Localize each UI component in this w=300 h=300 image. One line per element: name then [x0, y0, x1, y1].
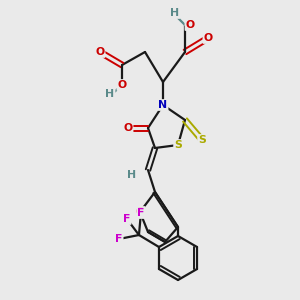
Text: O: O — [95, 47, 105, 57]
Text: N: N — [158, 100, 168, 110]
Text: S: S — [198, 135, 206, 145]
Text: F: F — [115, 234, 123, 244]
Text: F: F — [137, 208, 145, 218]
Text: O: O — [117, 80, 127, 90]
Text: O: O — [185, 20, 195, 30]
Text: F: F — [123, 214, 130, 224]
Text: O: O — [123, 123, 133, 133]
Text: H: H — [128, 170, 136, 180]
Text: O: O — [203, 33, 213, 43]
Text: H: H — [170, 8, 180, 18]
Text: H: H — [105, 89, 115, 99]
Text: S: S — [174, 140, 182, 150]
Text: O: O — [135, 207, 145, 217]
